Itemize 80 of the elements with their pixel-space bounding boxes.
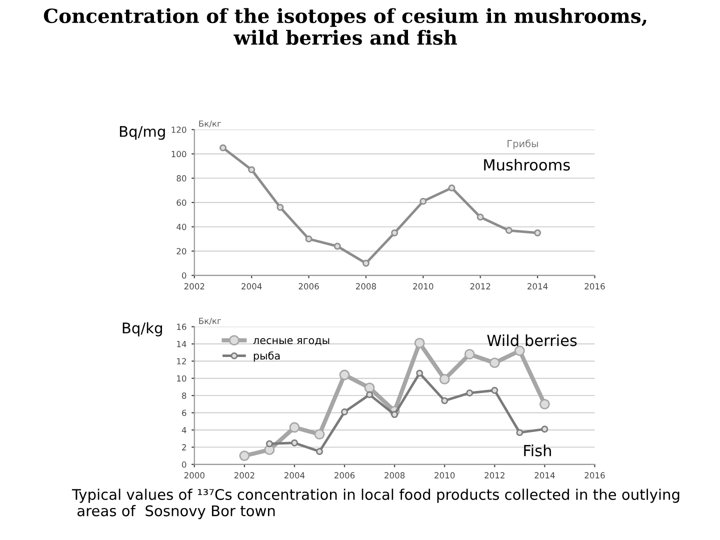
- point: [539, 398, 550, 410]
- text: Typical values of ¹³⁷Cs concentration in local food products collected in the outlying areas of Sosnovy Bor town: [72, 488, 680, 520]
- x-tick-label: 2008: [384, 472, 405, 478]
- y-tick-label: 80: [176, 175, 186, 182]
- point: [314, 429, 325, 440]
- y-axis-title: Bq/kg: [122, 322, 162, 336]
- point: [239, 450, 250, 462]
- y-tick-label: 8: [182, 392, 186, 399]
- x-tick-label: 2002: [234, 472, 254, 478]
- x-tick-label: 2012: [484, 472, 504, 478]
- annotation: Грибы: [508, 140, 538, 150]
- point: [534, 229, 542, 236]
- point: [334, 242, 341, 250]
- y-tick-label: 60: [176, 199, 186, 206]
- point: [466, 389, 474, 396]
- point: [516, 429, 524, 436]
- point: [448, 184, 456, 192]
- point: [364, 382, 375, 394]
- point: [420, 198, 427, 205]
- point: [391, 411, 398, 418]
- point: [464, 349, 475, 360]
- point: [341, 408, 348, 416]
- point: [289, 422, 300, 433]
- y-tick-label: 4: [182, 427, 186, 434]
- y-tick-label: 0: [182, 272, 186, 279]
- point: [416, 370, 424, 377]
- point: [489, 358, 500, 368]
- x-tick-label: 2014: [528, 283, 548, 290]
- y-tick-label: 12: [177, 358, 186, 364]
- annotation: Fish: [524, 444, 551, 456]
- y-tick-label: 16: [177, 324, 186, 330]
- x-tick-label: 2006: [334, 472, 355, 478]
- x-tick-label: 2014: [534, 472, 555, 478]
- legend-label: рыба: [254, 351, 280, 362]
- point: [414, 338, 425, 348]
- x-tick-label: 2012: [470, 283, 490, 290]
- point: [305, 235, 312, 242]
- x-tick-label: 2008: [356, 283, 376, 290]
- x-tick-label: 2016: [584, 472, 605, 478]
- x-tick-label: 2006: [298, 283, 319, 290]
- point: [476, 214, 484, 221]
- y-tick-label: 14: [177, 341, 186, 348]
- point: [366, 391, 374, 398]
- text: Бк/кг: [199, 318, 221, 325]
- y-tick-label: 100: [172, 150, 186, 158]
- y-tick-label: 40: [176, 224, 186, 230]
- annotation: Wild berries: [487, 334, 577, 346]
- y-tick-label: 20: [176, 248, 186, 254]
- y-axis-title: Bq/mg: [120, 126, 165, 140]
- point: [391, 229, 398, 236]
- point: [276, 204, 284, 211]
- x-tick-label: 2010: [434, 472, 455, 478]
- text: Бк/кг: [199, 120, 221, 128]
- y-tick-label: 0: [182, 461, 186, 468]
- point: [439, 374, 450, 384]
- point: [266, 440, 273, 448]
- x-tick-label: 2000: [184, 472, 204, 478]
- point: [316, 448, 323, 455]
- point: [291, 439, 298, 446]
- x-tick-label: 2004: [242, 283, 262, 290]
- y-tick-label: 2: [182, 444, 186, 450]
- point: [362, 260, 370, 267]
- point: [491, 386, 498, 394]
- point: [541, 426, 548, 433]
- y-tick-label: 120: [172, 126, 186, 133]
- y-tick-label: 6: [182, 410, 186, 416]
- x-tick-label: 2002: [184, 283, 204, 290]
- annotation: Mushrooms: [484, 158, 570, 171]
- x-tick-label: 2016: [584, 283, 605, 290]
- point: [248, 166, 256, 174]
- legend-label: лесные ягоды: [253, 338, 330, 346]
- point: [339, 370, 350, 380]
- point: [441, 397, 448, 404]
- x-tick-label: 2010: [413, 283, 434, 290]
- x-tick-label: 2004: [284, 472, 305, 478]
- y-tick-label: 10: [177, 375, 186, 382]
- point: [220, 144, 226, 152]
- point: [505, 226, 512, 234]
- chart-title: Concentration of the isotopes of cesium in mushrooms, wild berries and fish: [44, 8, 646, 45]
- point: [514, 346, 525, 356]
